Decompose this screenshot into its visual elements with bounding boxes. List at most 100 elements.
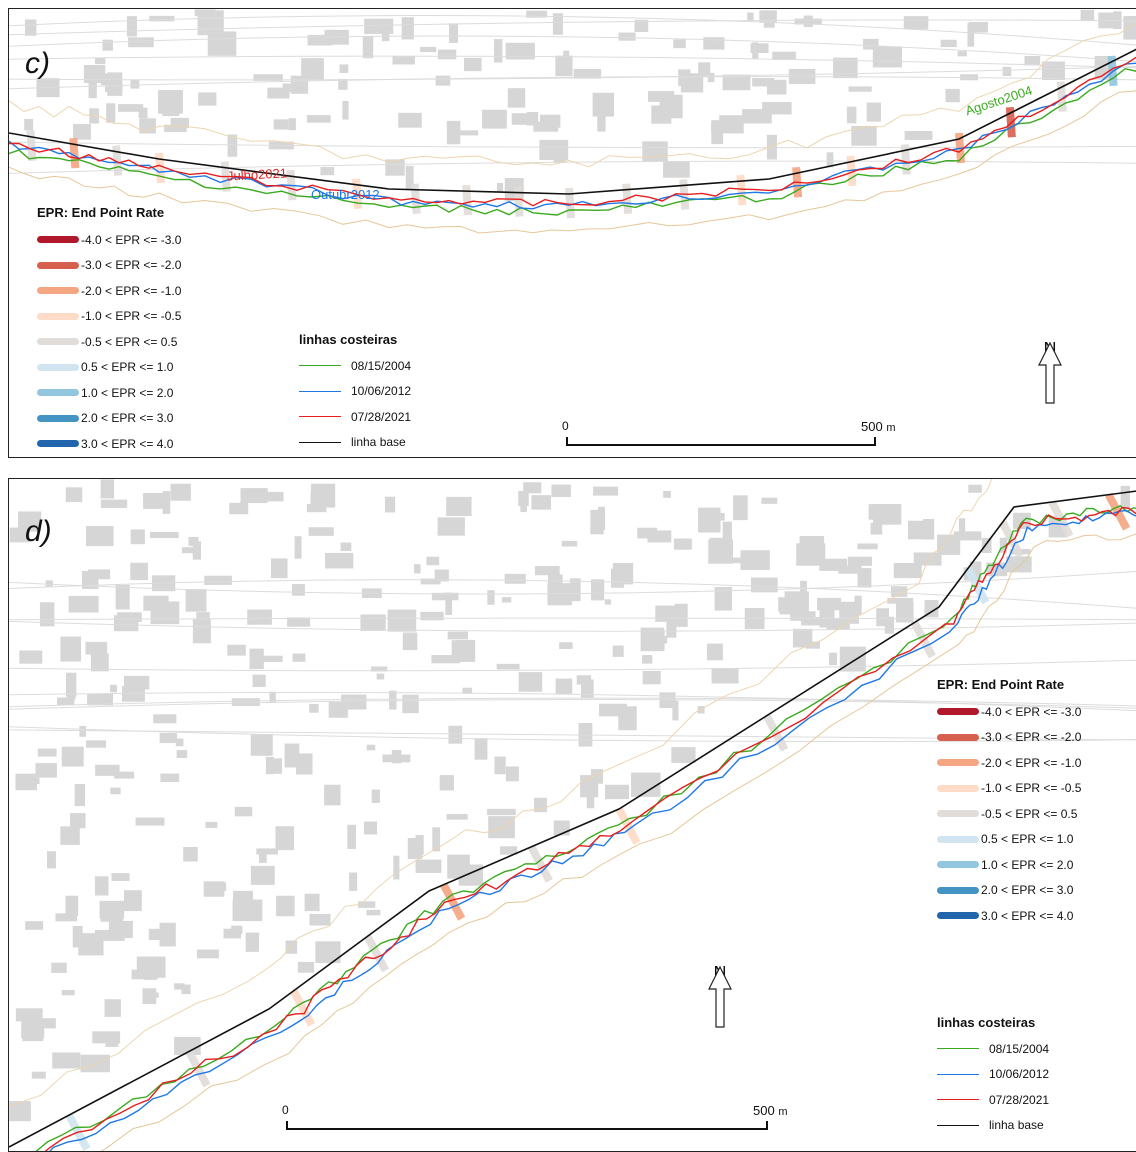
shoreline-legend-item: 10/06/2012 xyxy=(299,379,411,405)
building xyxy=(872,46,903,68)
building xyxy=(80,1054,110,1073)
building xyxy=(128,37,154,48)
building xyxy=(659,94,683,119)
building xyxy=(604,599,611,605)
building xyxy=(90,653,109,672)
building xyxy=(432,827,441,852)
legend-swatch xyxy=(937,784,979,792)
building xyxy=(531,495,552,510)
building xyxy=(555,55,573,77)
legend-item: 1.0 < EPR <= 2.0 xyxy=(37,380,181,406)
label-outubro2012: Outubr2012 xyxy=(311,187,380,202)
legend-item: -1.0 < EPR <= -0.5 xyxy=(937,776,1081,802)
building xyxy=(24,19,37,36)
building xyxy=(204,575,232,585)
building xyxy=(223,928,242,939)
legend-label: -4.0 < EPR <= -3.0 xyxy=(81,232,182,247)
building xyxy=(85,526,114,547)
epr-legend: EPR: End Point Rate -4.0 < EPR <= -3.0 -3… xyxy=(937,677,1081,929)
legend-item: 0.5 < EPR <= 1.0 xyxy=(37,355,181,381)
building xyxy=(612,645,624,657)
legend-label: 1.0 < EPR <= 2.0 xyxy=(81,385,174,400)
north-arrow-icon xyxy=(708,965,732,1028)
building xyxy=(31,1071,46,1079)
building xyxy=(398,112,422,128)
building xyxy=(462,687,473,694)
building xyxy=(533,121,559,132)
building xyxy=(539,139,569,160)
road xyxy=(9,66,1136,81)
building xyxy=(24,118,34,131)
shoreline-label: 10/06/2012 xyxy=(989,1067,1050,1082)
building xyxy=(295,753,313,775)
building xyxy=(520,505,527,513)
road xyxy=(9,659,1136,672)
building xyxy=(857,543,878,550)
building xyxy=(252,674,266,687)
building xyxy=(159,922,176,947)
road xyxy=(9,697,1136,708)
legend-item: 2.0 < EPR <= 3.0 xyxy=(937,878,1081,904)
shoreline-label: 08/15/2004 xyxy=(351,358,412,373)
baseline xyxy=(9,48,1136,195)
building xyxy=(887,597,914,604)
legend-swatch xyxy=(937,835,979,843)
building xyxy=(60,636,82,662)
building xyxy=(73,124,91,140)
building xyxy=(447,854,470,879)
building xyxy=(176,750,188,759)
shoreline-legend-title: linhas costeiras xyxy=(937,1015,1036,1030)
building xyxy=(276,895,295,917)
building xyxy=(231,698,260,706)
legend-label: -4.0 < EPR <= -3.0 xyxy=(981,704,1082,719)
legend-swatch xyxy=(37,338,79,346)
building xyxy=(258,854,267,863)
building xyxy=(1080,9,1095,22)
building xyxy=(381,21,390,42)
transect xyxy=(112,145,123,176)
legend-swatch xyxy=(937,759,979,767)
building xyxy=(209,884,217,896)
building xyxy=(437,49,457,60)
building xyxy=(232,899,263,922)
building xyxy=(908,520,927,540)
building xyxy=(464,57,482,72)
building xyxy=(706,643,723,661)
building xyxy=(866,102,881,122)
building xyxy=(904,130,933,140)
building xyxy=(371,789,380,804)
building xyxy=(175,738,184,747)
transect xyxy=(565,187,575,219)
transect xyxy=(185,1049,211,1088)
building xyxy=(170,117,189,129)
building xyxy=(183,846,198,862)
building xyxy=(722,521,732,544)
shoreline-legend-item: linha base xyxy=(299,430,411,456)
north-arrow: N xyxy=(1035,339,1065,404)
building xyxy=(402,632,418,651)
building xyxy=(599,703,627,717)
building xyxy=(60,826,80,845)
building xyxy=(709,537,723,550)
shoreline-label: 07/28/2021 xyxy=(351,409,412,424)
building xyxy=(83,64,106,84)
building xyxy=(586,789,595,809)
transect xyxy=(910,620,936,659)
building xyxy=(707,72,715,83)
shoreline-swatch xyxy=(299,365,341,367)
map-c-canvas xyxy=(9,9,1136,234)
building xyxy=(170,483,191,501)
shoreline-2021 xyxy=(9,56,1136,207)
building xyxy=(826,617,850,630)
building xyxy=(672,700,679,721)
building xyxy=(37,748,57,757)
building xyxy=(833,57,858,79)
building xyxy=(506,47,535,60)
shoreline-2004 xyxy=(35,504,1136,1151)
building xyxy=(1013,512,1031,530)
building xyxy=(340,542,352,551)
transect xyxy=(900,144,911,175)
building xyxy=(401,17,414,40)
building xyxy=(27,1018,56,1029)
building xyxy=(597,109,606,132)
